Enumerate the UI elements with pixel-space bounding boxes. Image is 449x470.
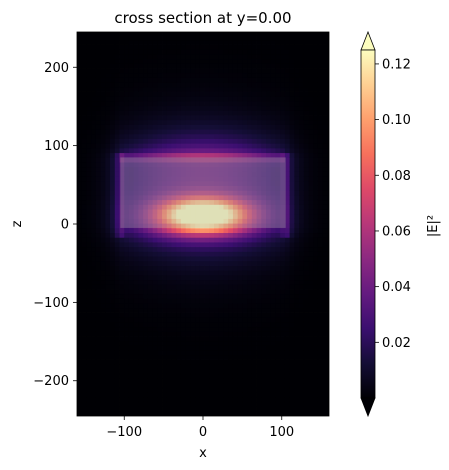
y-tick-label: 200 [44, 61, 69, 76]
colorbar-frame [360, 49, 376, 399]
colorbar-extend-min [360, 397, 376, 418]
y-tick-label: 0 [61, 218, 69, 233]
colorbar-tick-label: 0.08 [382, 169, 411, 184]
y-axis: −200 −100 0 100 200 [33, 61, 77, 389]
y-tick-label: −200 [33, 374, 69, 389]
colorbar-tick-label: 0.04 [382, 280, 411, 295]
colorbar: 0.02 0.04 0.06 0.08 0.10 0.12 |E|² [360, 30, 441, 418]
structure-rect [120, 157, 286, 228]
colorbar-tick-label: 0.02 [382, 336, 411, 351]
colorbar-gradient [361, 50, 375, 398]
y-tick-label: 100 [44, 139, 69, 154]
y-tick-label: −100 [33, 296, 69, 311]
colorbar-label: |E|² [426, 215, 441, 237]
colorbar-tick-label: 0.12 [382, 57, 411, 72]
x-axis: −100 0 100 [106, 416, 294, 440]
x-tick-label: 100 [269, 425, 294, 440]
y-axis-label: z [10, 220, 25, 227]
field-heatmap [77, 32, 329, 416]
colorbar-ticks: 0.02 0.04 0.06 0.08 0.10 0.12 [375, 57, 411, 351]
x-tick-label: −100 [106, 425, 142, 440]
colorbar-extend-max [360, 30, 376, 51]
structure-overlay [120, 157, 286, 228]
colorbar-tick-label: 0.06 [382, 224, 411, 239]
x-axis-label: x [199, 446, 207, 461]
x-tick-label: 0 [199, 425, 207, 440]
chart-title: cross section at y=0.00 [114, 9, 291, 27]
colorbar-tick-label: 0.10 [382, 113, 411, 128]
